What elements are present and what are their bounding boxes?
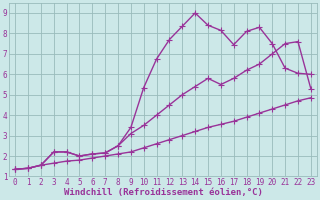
X-axis label: Windchill (Refroidissement éolien,°C): Windchill (Refroidissement éolien,°C) [64, 188, 262, 197]
